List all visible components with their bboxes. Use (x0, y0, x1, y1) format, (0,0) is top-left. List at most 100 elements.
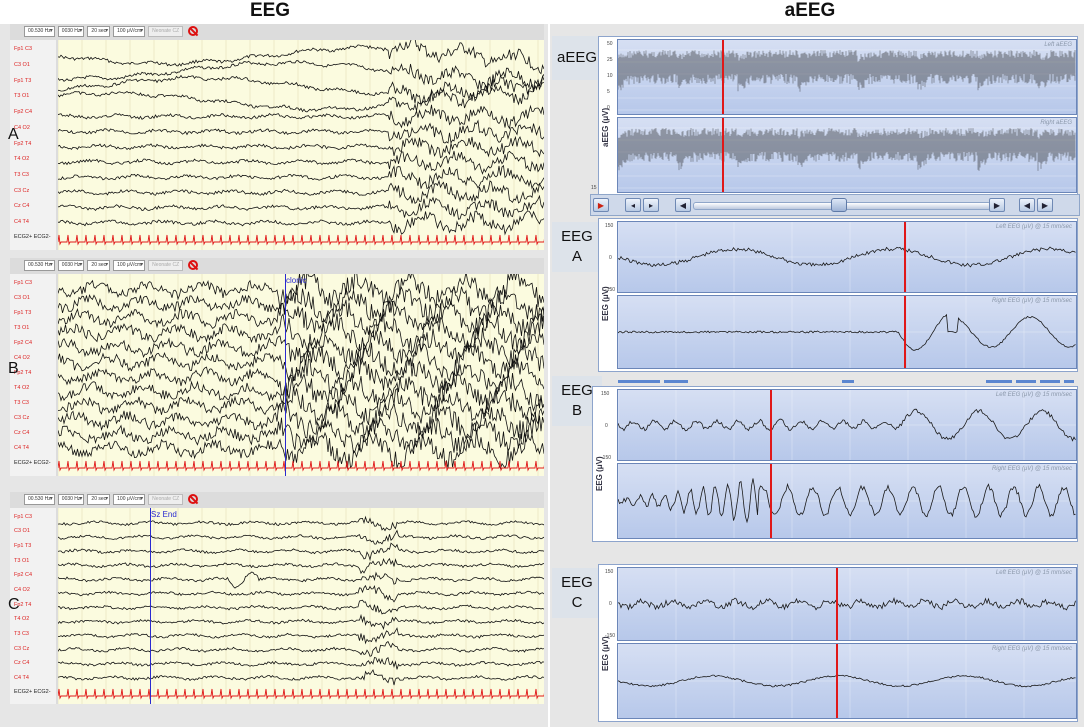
arrow-left-icon: ◀ (679, 200, 687, 210)
eeg-trace-area (58, 40, 544, 250)
eeg-toolbar: 00.530 Hz 0030 Hz 20 sec 100 μV/cm Neona… (10, 24, 544, 38)
filter-low-select[interactable]: 00.530 Hz (24, 493, 55, 505)
eeg-view-label-line1: EEG (561, 228, 593, 245)
aeeg-axis-label: aEEG (μV) (601, 107, 610, 147)
channel-label: C3 O1 (14, 295, 30, 301)
channel-label: C3 Cz (14, 415, 30, 421)
time-cursor (722, 40, 724, 114)
reference-select: Neonate CZ (148, 25, 184, 37)
time-cursor (722, 118, 724, 192)
channel-label: T3 O1 (14, 93, 30, 99)
channel-label: T4 O2 (14, 156, 30, 162)
time-cursor (770, 390, 772, 460)
eeg-trace-area: clonic (58, 274, 544, 476)
eeg-traces (58, 40, 544, 250)
page-back-button[interactable]: ◀ (1019, 198, 1035, 212)
eeg-view-a-label: EEG A (552, 222, 602, 272)
channel-label: Fp2 C4 (14, 109, 33, 115)
aeeg-tick: 0 (607, 105, 610, 111)
sz-end-marker-label: Sz End (151, 510, 177, 519)
channel-label: Fp1 C3 (14, 46, 33, 52)
channel-labels: Fp1 C3 C3 O1 Fp1 T3 T3 O1 Fp2 C4 C4 O2 F… (10, 508, 56, 704)
right-eeg-title: Right EEG (μV) @ 15 mm/sec (991, 466, 1072, 472)
channel-label: T3 O1 (14, 325, 30, 331)
left-eeg-wave (618, 390, 1076, 460)
segment-marker (1064, 380, 1074, 383)
timebase-select[interactable]: 20 sec (87, 25, 111, 37)
sensitivity-select[interactable]: 100 μV/cm (113, 259, 146, 271)
eeg-view-label-line2: A (571, 248, 582, 265)
filter-high-select[interactable]: 0030 Hz (57, 25, 85, 37)
right-aeeg-trace (618, 127, 1076, 189)
prohibited-icon[interactable] (188, 26, 199, 36)
filter-high-select[interactable]: 0030 Hz (57, 259, 85, 271)
left-eeg-wave (618, 222, 1076, 292)
go-start-button[interactable]: ▶ (593, 198, 609, 212)
channel-label: Fp1 T3 (14, 78, 32, 84)
eeg-toolbar: 00.530 Hz 0030 Hz 20 sec 100 μV/cm Neona… (10, 492, 544, 506)
eeg-view-a: EEG (μV) 150 0 -150 Left EEG (μV) @ 15 m… (598, 218, 1078, 372)
sensitivity-select[interactable]: 100 μV/cm (113, 493, 146, 505)
channel-label: C4 T4 (14, 445, 29, 451)
scroll-left-button[interactable]: ◀ (675, 198, 691, 212)
right-aeeg-plot: Right aEEG (617, 117, 1077, 193)
aeeg-tick: 50 (607, 41, 613, 47)
ecg-label: ECG2+ ECG2- (14, 460, 51, 466)
time-cursor (904, 296, 906, 368)
channel-label: Fp2 T4 (14, 141, 32, 147)
play-start-icon: ▶ (597, 200, 605, 210)
segment-marker (618, 380, 660, 383)
prohibited-icon[interactable] (188, 260, 199, 270)
right-eeg-plot: Right EEG (μV) @ 15 mm/sec (617, 295, 1077, 369)
eeg-panel-b: 00.530 Hz 0030 Hz 20 sec 100 μV/cm Neona… (10, 258, 544, 476)
timebase-select[interactable]: 20 sec (87, 493, 111, 505)
left-aeeg-title: Left aEEG (1044, 42, 1072, 48)
time-cursor (836, 568, 838, 640)
right-eeg-wave (618, 296, 1076, 368)
scroll-right-button[interactable]: ▶ (989, 198, 1005, 212)
filter-low-select[interactable]: 00.530 Hz (24, 25, 55, 37)
channel-labels: Fp1 C3 C3 O1 Fp1 T3 T3 O1 Fp2 C4 C4 O2 F… (10, 40, 56, 250)
eeg-tick: 150 (605, 223, 614, 229)
eeg-traces (58, 508, 544, 704)
left-eeg-wave (618, 568, 1076, 640)
channel-label: C4 O2 (14, 587, 30, 593)
right-eeg-wave (618, 644, 1076, 718)
zoom-out-button[interactable]: ◂ (625, 198, 641, 212)
left-eeg-plot: Left EEG (μV) @ 15 mm/sec (617, 389, 1077, 461)
clonic-marker-line (285, 274, 286, 476)
time-cursor (770, 464, 772, 538)
channel-label: Fp2 C4 (14, 340, 33, 346)
timebase-select[interactable]: 20 sec (87, 259, 111, 271)
filter-low-select[interactable]: 00.530 Hz (24, 259, 55, 271)
filter-high-select[interactable]: 0030 Hz (57, 493, 85, 505)
eeg-view-label-line2: B (571, 402, 582, 419)
ecg-label: ECG2+ ECG2- (14, 234, 51, 240)
prohibited-icon[interactable] (188, 494, 199, 504)
eeg-tick: -150 (605, 633, 616, 639)
panel-letter-c: C (8, 596, 20, 613)
aeeg-heading: aEEG (784, 0, 836, 21)
channel-label: C3 O1 (14, 528, 30, 534)
right-aeeg-title: Right aEEG (1040, 120, 1072, 126)
channel-label: Fp1 C3 (14, 514, 33, 520)
reference-select: Neonate CZ (148, 493, 184, 505)
zoom-in-button[interactable]: ▸ (643, 198, 659, 212)
page-forward-button[interactable]: ▶ (1037, 198, 1053, 212)
channel-label: C4 T4 (14, 675, 29, 681)
reference-select: Neonate CZ (148, 259, 184, 271)
eeg-view-c-label: EEG C (552, 568, 602, 618)
channel-label: T3 O1 (14, 558, 30, 564)
panel-letter-b: B (8, 360, 19, 377)
eeg-view-b: EEG (μV) 150 0 -150 Left EEG (μV) @ 15 m… (592, 386, 1078, 542)
segment-marker (842, 380, 854, 383)
eeg-view-label-line1: EEG (561, 574, 593, 591)
segment-marker (1040, 380, 1060, 383)
right-eeg-wave (618, 464, 1076, 538)
sensitivity-select[interactable]: 100 μV/cm (113, 25, 146, 37)
timeline-thumb[interactable] (831, 198, 847, 212)
eeg-tick: 150 (601, 391, 610, 397)
navigation-bar: ▶ ◂ ▸ ◀ ▶ ◀ ▶ (590, 194, 1080, 216)
eeg-view-label-line2: C (571, 594, 583, 611)
time-cursor (904, 222, 906, 292)
